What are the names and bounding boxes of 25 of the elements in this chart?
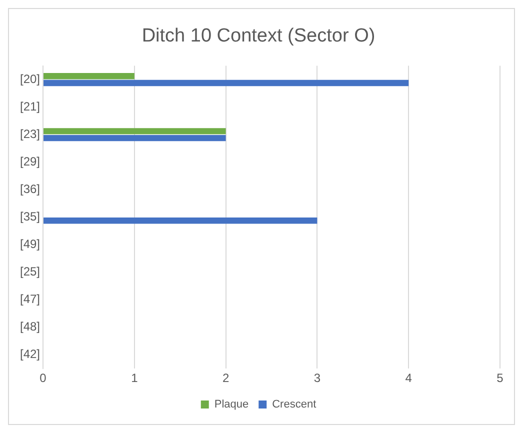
legend-label: Plaque	[214, 398, 249, 411]
y-tick-label: [29]	[20, 154, 40, 168]
y-tick-label: [42]	[20, 347, 40, 362]
y-tick-label: [21]	[20, 99, 40, 114]
x-tick-label: 0	[40, 371, 47, 386]
y-tick-label: [20]	[20, 72, 40, 86]
y-tick-label: [35]	[20, 210, 40, 224]
x-tick-label: 2	[222, 371, 230, 386]
x-tick-label: 4	[405, 371, 412, 386]
chart-title: Ditch 10 Context (Sector O)	[142, 26, 376, 47]
x-tick-label: 1	[131, 371, 138, 386]
y-tick-label: [48]	[20, 320, 40, 334]
bar	[44, 218, 318, 224]
y-tick-label: [23]	[20, 126, 40, 141]
x-tick-label: 5	[496, 371, 504, 386]
y-tick-label: [25]	[20, 264, 40, 279]
y-tick-label: [47]	[20, 292, 40, 306]
x-tick-label: 3	[314, 371, 321, 386]
y-tick-label: [36]	[20, 182, 40, 196]
legend-label: Crescent	[272, 398, 316, 411]
bar	[44, 73, 134, 80]
y-tick-label: [49]	[20, 237, 40, 252]
bar	[44, 134, 226, 142]
bar	[44, 128, 226, 134]
bar	[44, 80, 409, 86]
